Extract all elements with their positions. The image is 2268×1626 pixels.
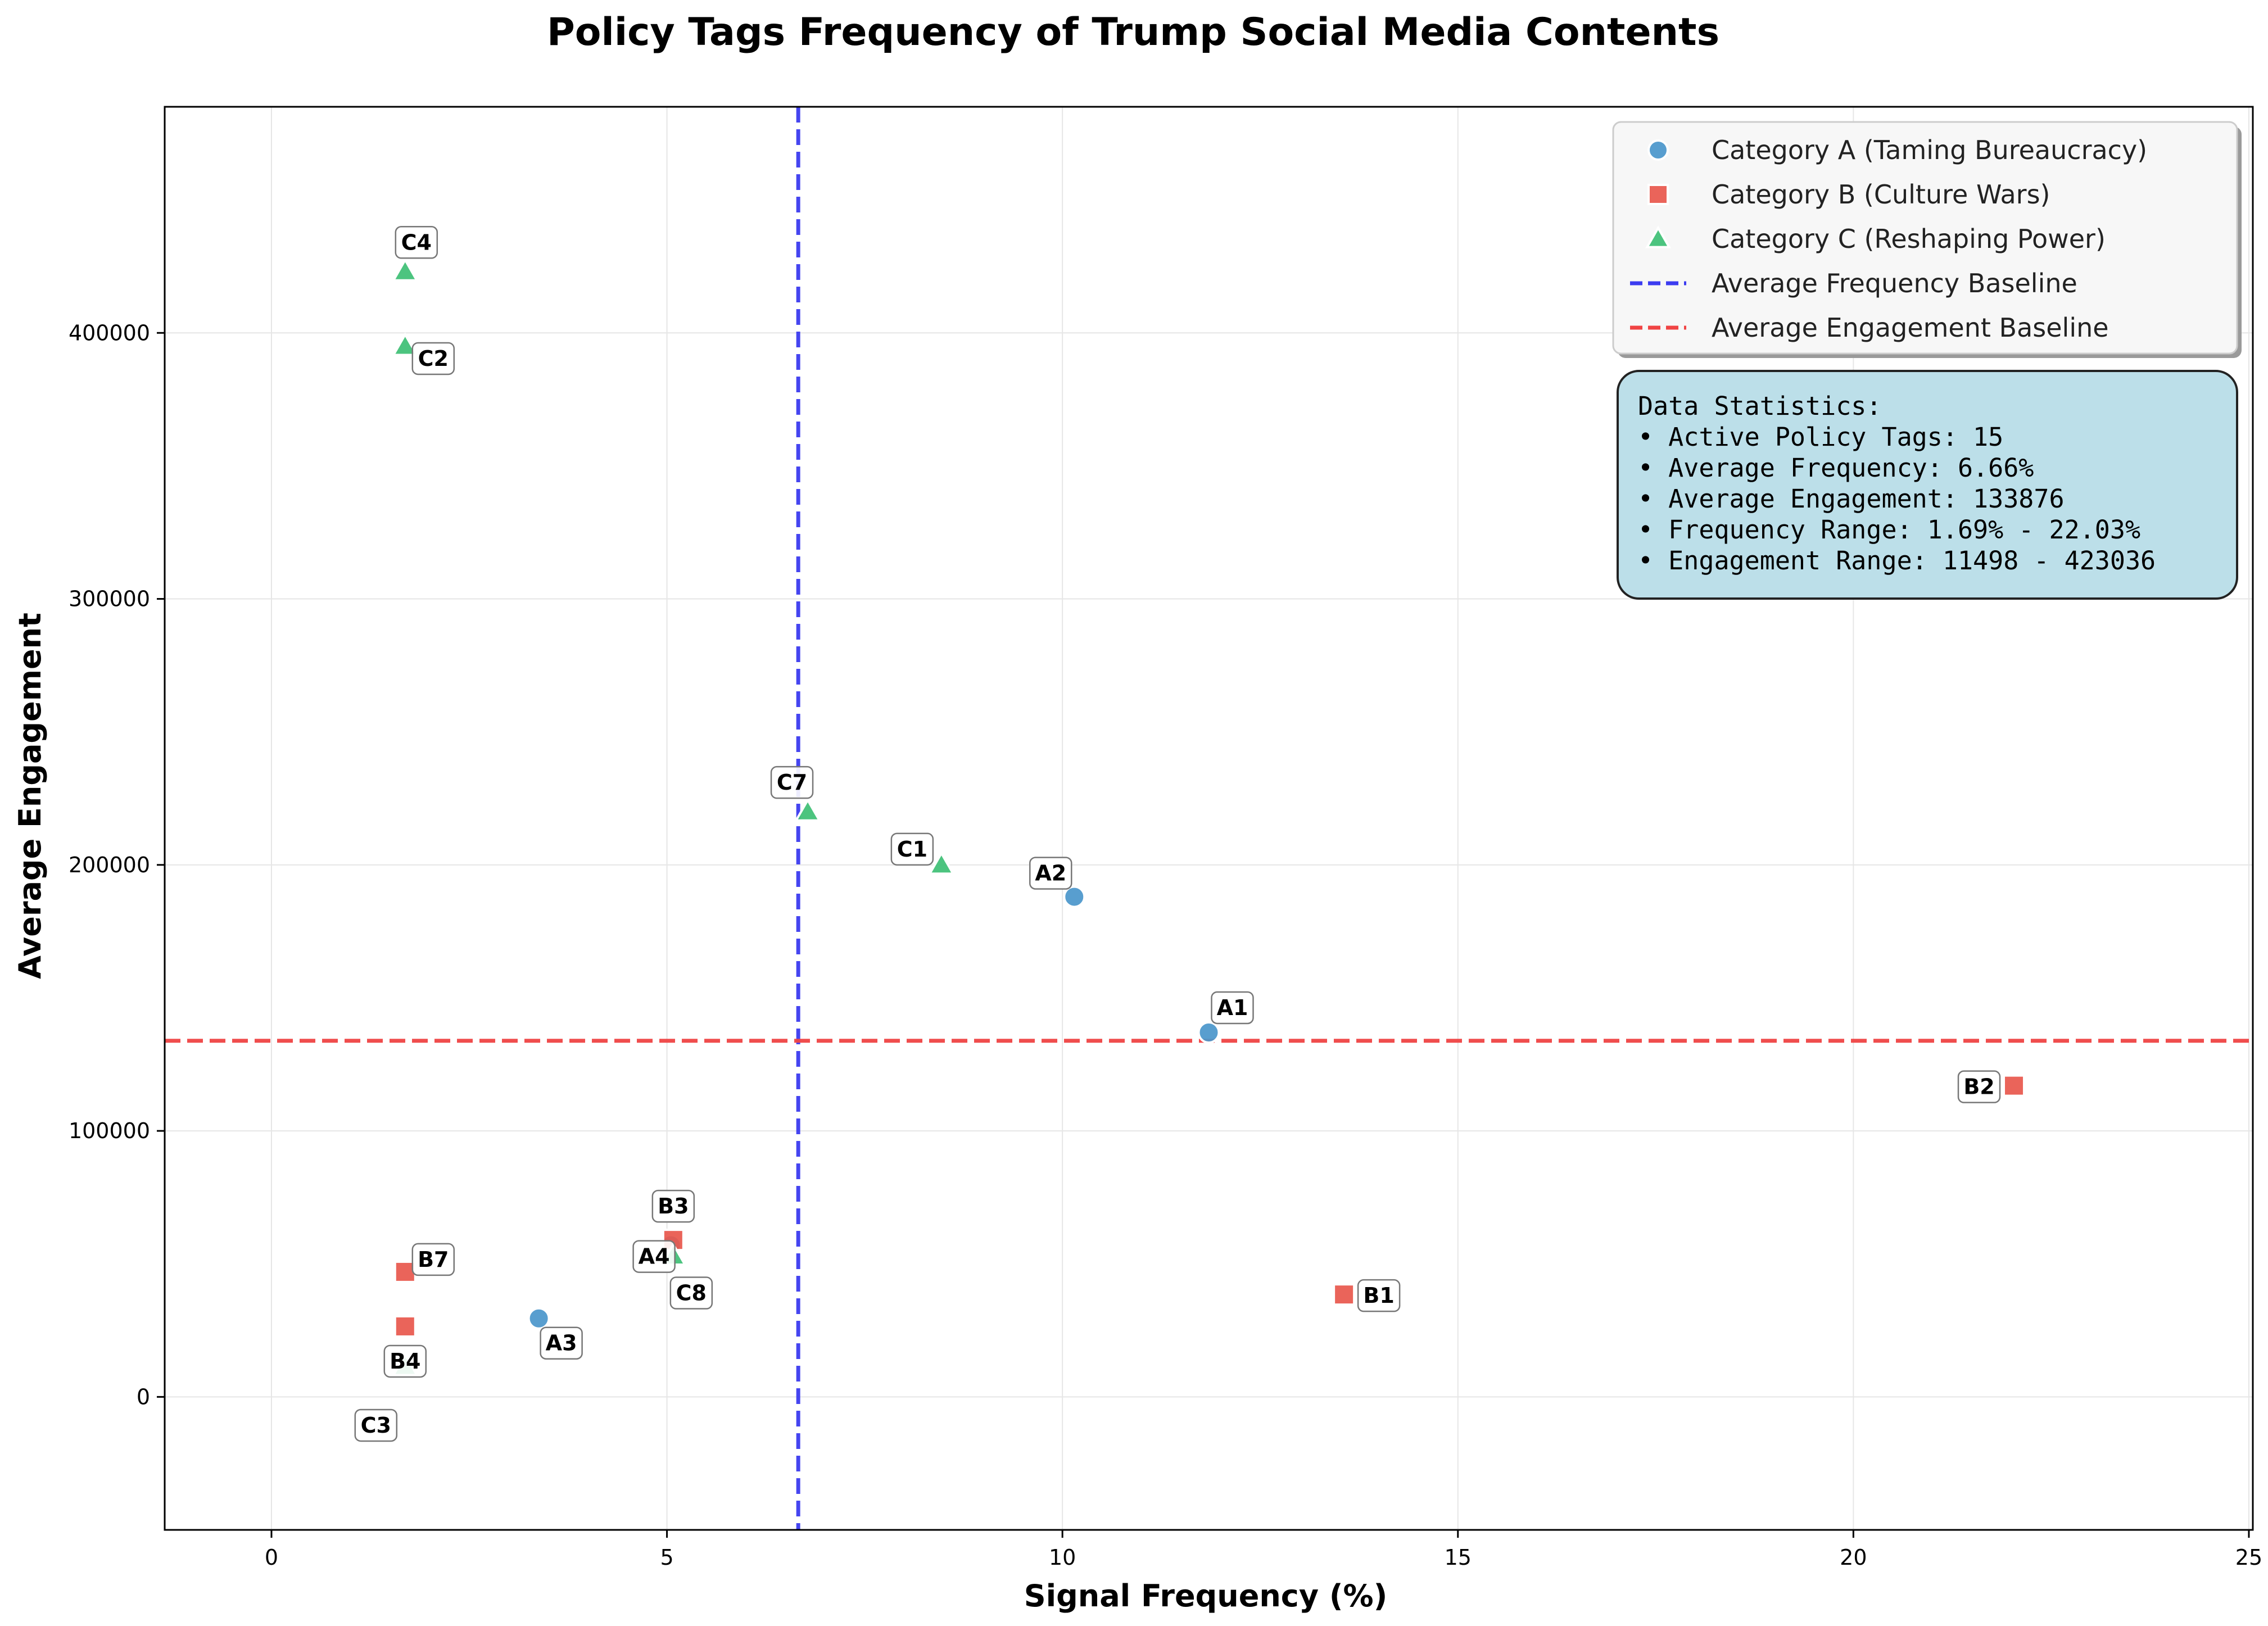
- point-label-c4: C4: [395, 226, 438, 259]
- legend-entry-label: Category C (Reshaping Power): [1712, 224, 2106, 254]
- y-tick-label: 100000: [69, 1118, 150, 1143]
- legend: Category A (Taming Bureaucracy) Category …: [1612, 121, 2242, 358]
- plot-area-frame: [164, 106, 2254, 1531]
- point-label-text: B1: [1363, 1283, 1394, 1308]
- data-points: [391, 257, 2026, 1376]
- data-point-a2: [1063, 885, 1086, 908]
- point-label-text: B4: [390, 1349, 420, 1374]
- point-label-b1: B1: [1357, 1279, 1401, 1312]
- point-label-text: B7: [418, 1247, 449, 1272]
- point-label-text: C2: [418, 346, 449, 371]
- y-axis-label: Average Engagement: [12, 613, 48, 979]
- point-label-b3: B3: [651, 1189, 695, 1223]
- point-label-text: A1: [1217, 995, 1248, 1020]
- y-tick-label: 300000: [69, 587, 150, 612]
- point-label-text: C1: [897, 837, 927, 862]
- x-tick-label: 25: [2235, 1545, 2262, 1570]
- point-label-c8: C8: [669, 1276, 713, 1310]
- stats-line: Data Statistics:: [1638, 391, 1881, 421]
- point-label-box: [411, 342, 455, 375]
- data-point-c7: [794, 798, 822, 822]
- stats-line: • Average Engagement: 133876: [1638, 484, 2065, 514]
- point-label-text: A2: [1035, 861, 1066, 886]
- point-label-box: [770, 766, 814, 799]
- point-label-a2: A2: [1029, 857, 1072, 890]
- data-point-a3: [527, 1307, 550, 1330]
- legend-entry-label: Average Frequency Baseline: [1712, 268, 2077, 298]
- data-point-b7: [393, 1260, 417, 1283]
- data-point-b1: [1333, 1283, 1356, 1306]
- point-label-b2: B2: [1957, 1070, 2001, 1103]
- point-labels: A1 A2 A3 A4 B1 B2 B3 B4 B7 C1 C2 C3 C4 C7 C8: [354, 226, 2001, 1442]
- y-tick-label: 400000: [69, 320, 150, 345]
- data-point-a1: [1197, 1021, 1220, 1044]
- point-label-box: [383, 1344, 427, 1378]
- point-label-box: [395, 226, 438, 259]
- stats-line: • Engagement Range: 11498 - 423036: [1638, 546, 2156, 576]
- chart-title: Policy Tags Frequency of Trump Social Me…: [547, 10, 1719, 55]
- point-label-a1: A1: [1211, 991, 1254, 1025]
- point-label-text: C4: [401, 230, 432, 255]
- y-tick-label: 0: [137, 1384, 150, 1409]
- stats-line: • Frequency Range: 1.69% - 22.03%: [1638, 515, 2140, 545]
- x-axis-label: Signal Frequency (%): [1024, 1578, 1388, 1614]
- x-tick-label: 0: [265, 1545, 278, 1570]
- legend-entry-label: Category A (Taming Bureaucracy): [1712, 135, 2147, 165]
- data-point-c1: [927, 851, 956, 875]
- point-label-box: [354, 1408, 398, 1442]
- point-label-text: A4: [639, 1244, 670, 1269]
- data-point-b4: [393, 1315, 417, 1338]
- point-label-c3: C3: [354, 1408, 398, 1442]
- legend-box: [1612, 121, 2238, 355]
- point-label-box: [1957, 1070, 2001, 1103]
- point-label-text: C3: [361, 1413, 391, 1438]
- data-point-c4: [391, 257, 419, 282]
- point-label-box: [669, 1276, 713, 1310]
- data-point-c2: [391, 332, 419, 356]
- point-label-text: C8: [676, 1281, 707, 1306]
- point-label-c1: C1: [890, 832, 934, 866]
- point-label-c7: C7: [770, 766, 814, 799]
- point-label-b7: B7: [411, 1243, 455, 1276]
- point-label-text: A3: [546, 1331, 577, 1356]
- point-label-box: [632, 1240, 676, 1273]
- point-label-box: [1357, 1279, 1401, 1312]
- point-label-box: [411, 1243, 455, 1276]
- legend-entry-label: Category B (Culture Wars): [1712, 179, 2050, 210]
- x-tick-label: 15: [1445, 1545, 1472, 1570]
- point-label-c2: C2: [411, 342, 455, 375]
- stats-box-background: [1617, 370, 2238, 600]
- x-axis-ticks: 0 5 10 15 20 25: [265, 1530, 2262, 1570]
- point-label-text: B2: [1963, 1075, 1994, 1099]
- point-label-box: [540, 1326, 583, 1360]
- point-label-box: [651, 1189, 695, 1223]
- point-label-a4: A4: [632, 1240, 676, 1273]
- point-label-box: [1211, 991, 1254, 1025]
- y-tick-label: 200000: [69, 853, 150, 877]
- legend-marker: [1645, 225, 1671, 248]
- x-tick-label: 5: [660, 1545, 673, 1570]
- legend-marker: [1647, 139, 1669, 161]
- legend-marker: [1647, 184, 1669, 205]
- data-point-b2: [2003, 1074, 2026, 1097]
- stats-line: • Average Frequency: 6.66%: [1638, 453, 2034, 483]
- x-tick-label: 10: [1049, 1545, 1076, 1570]
- point-label-a3: A3: [540, 1326, 583, 1360]
- point-label-box: [890, 832, 934, 866]
- point-label-b4: B4: [383, 1344, 427, 1378]
- point-label-box: [1029, 857, 1072, 890]
- y-axis-ticks: 0 100000 200000 300000 400000: [69, 320, 165, 1409]
- stats-line: • Active Policy Tags: 15: [1638, 422, 2003, 452]
- stats-box: Data Statistics:• Active Policy Tags: 15…: [1617, 370, 2238, 600]
- x-tick-label: 20: [1840, 1545, 1867, 1570]
- point-label-text: C7: [777, 770, 807, 795]
- point-label-text: B3: [658, 1194, 689, 1219]
- legend-entry-label: Average Engagement Baseline: [1712, 312, 2109, 343]
